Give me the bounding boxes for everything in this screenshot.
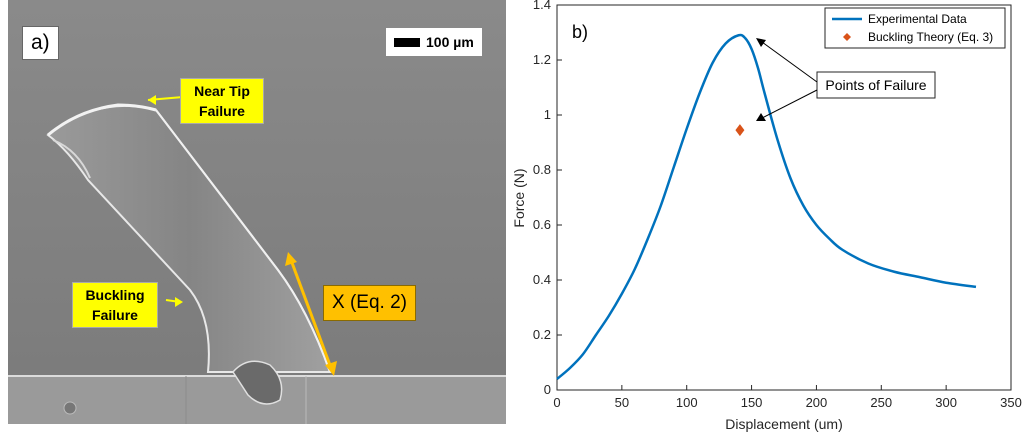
buckling-failure-label: Buckling Failure xyxy=(72,282,158,328)
panel-b-label: b) xyxy=(572,22,588,42)
x-tick-label: 200 xyxy=(806,395,828,410)
dimension-arrow xyxy=(289,259,333,369)
x-tick-label: 300 xyxy=(935,395,957,410)
y-tick-label: 0.2 xyxy=(533,327,551,342)
scale-bar: 100 µm xyxy=(386,28,482,56)
x-tick-label: 50 xyxy=(615,395,629,410)
panel-a: a) 100 µm Near Tip Failure Buckling Fail… xyxy=(0,0,512,436)
panel-b: 0 50 100 150 200 250 300 350 0 0.2 0.4 0.6 0.8 1 1.2 1.… xyxy=(511,0,1024,436)
legend-diamond-icon xyxy=(843,33,851,41)
sem-illustration xyxy=(8,0,506,424)
force-displacement-chart: 0 50 100 150 200 250 300 350 0 0.2 0.4 0.6 0.8 1 1.2 1.… xyxy=(511,0,1022,432)
x-tick-label: 150 xyxy=(741,395,763,410)
experimental-data-line xyxy=(556,33,977,380)
panel-a-label: a) xyxy=(22,26,59,60)
x-tick-label: 250 xyxy=(870,395,892,410)
y-tick-label: 0.4 xyxy=(533,272,551,287)
buckling-theory-marker xyxy=(735,124,745,137)
x-tick-label: 350 xyxy=(1000,395,1022,410)
near-tip-failure-label: Near Tip Failure xyxy=(180,78,264,124)
y-tick-label: 1.2 xyxy=(533,52,551,67)
y-tick-label: 1.4 xyxy=(533,0,551,12)
y-tick-label: 0 xyxy=(544,382,551,397)
x-tick-label: 100 xyxy=(676,395,698,410)
plot-area xyxy=(556,4,1012,391)
failure-annotation: Points of Failure xyxy=(756,38,936,121)
y-axis-label: Force (N) xyxy=(512,168,527,227)
scale-bar-line xyxy=(394,37,420,47)
legend-buckling: Buckling Theory (Eq. 3) xyxy=(868,30,993,44)
x-tick-label: 0 xyxy=(553,395,560,410)
scale-bar-label: 100 µm xyxy=(426,34,474,50)
fracture-debris xyxy=(232,360,283,405)
sem-image xyxy=(8,0,506,424)
legend-experimental: Experimental Data xyxy=(868,12,967,26)
x-axis-label: Displacement (um) xyxy=(725,416,842,432)
y-tick-label: 0.8 xyxy=(533,162,551,177)
dimension-label: X (Eq. 2) xyxy=(323,285,416,321)
y-tick-label: 1 xyxy=(544,107,551,122)
points-of-failure-label: Points of Failure xyxy=(825,77,926,93)
y-tick-label: 0.6 xyxy=(533,217,551,232)
legend: Experimental Data Buckling Theory (Eq. 3… xyxy=(824,7,1006,49)
